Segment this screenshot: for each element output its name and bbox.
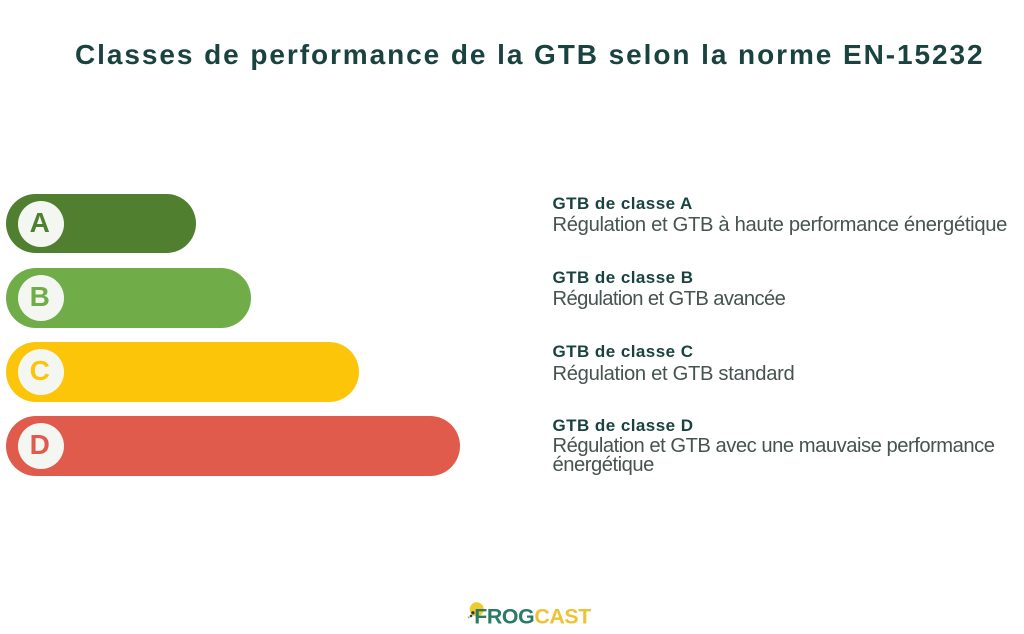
svg-text:FROGCAST: FROGCAST [474,605,591,629]
